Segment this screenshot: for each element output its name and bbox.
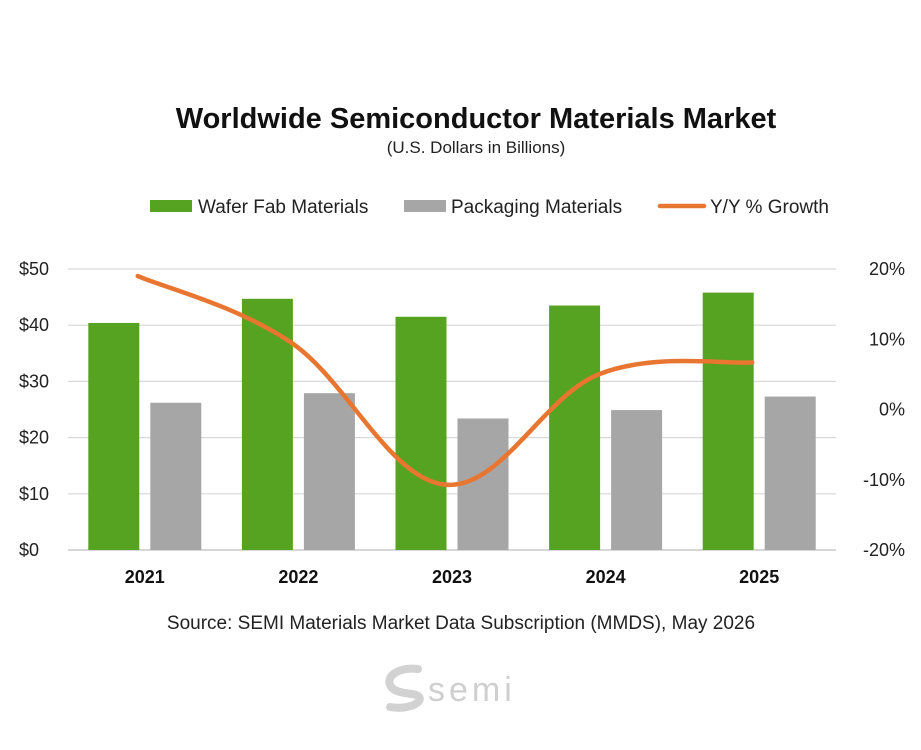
packaging-bar [764,396,816,550]
legend: Wafer Fab Materials Packaging Materials Y/… [150,197,829,218]
right-tick-label: 0% [879,400,905,420]
legend-wafer-fab-swatch [150,200,192,212]
chart-subtitle: (U.S. Dollars in Billions) [387,138,566,157]
left-tick-label: $20 [19,428,49,448]
semi-logo: semi [385,664,516,712]
legend-wafer-fab: Wafer Fab Materials [150,197,368,218]
legend-packaging-label: Packaging Materials [451,197,622,218]
right-tick-label: -10% [863,470,905,490]
wafer-fab-bar [549,305,601,550]
packaging-bar [611,410,663,550]
right-tick-label: -20% [863,540,905,560]
x-tick-label: 2022 [278,567,318,587]
bars [88,292,816,550]
right-tick-label: 20% [869,259,905,279]
wafer-fab-bar [702,292,754,550]
legend-packaging-swatch [404,200,446,212]
source-note: Source: SEMI Materials Market Data Subsc… [167,613,755,634]
chart-title: Worldwide Semiconductor Materials Market [176,103,777,135]
left-tick-label: $30 [19,371,49,391]
left-axis: $0 $10 $20 $30 $40 $50 [19,259,49,560]
x-tick-label: 2024 [586,567,626,587]
packaging-bar [303,393,355,550]
legend-growth-label: Y/Y % Growth [710,197,829,218]
legend-wafer-fab-label: Wafer Fab Materials [198,197,368,218]
right-tick-label: 10% [869,329,905,349]
packaging-bar [150,402,202,550]
x-tick-label: 2025 [739,567,779,587]
wafer-fab-bar [395,316,447,550]
left-tick-label: $50 [19,259,49,279]
right-axis: -20% -10% 0% 10% 20% [863,259,905,560]
legend-growth: Y/Y % Growth [657,197,829,218]
left-tick-label: $10 [19,484,49,504]
legend-packaging: Packaging Materials [404,197,622,218]
x-axis: 2021 2022 2023 2024 2025 [125,567,779,587]
growth-line [135,273,755,487]
left-tick-label: $40 [19,315,49,335]
x-tick-label: 2023 [432,567,472,587]
growth-line-layer [135,273,755,487]
semi-logo-text: semi [428,671,516,709]
x-tick-label: 2021 [125,567,165,587]
semi-logo-icon [385,664,424,712]
wafer-fab-bar [88,322,140,550]
left-tick-label: $0 [19,540,39,560]
